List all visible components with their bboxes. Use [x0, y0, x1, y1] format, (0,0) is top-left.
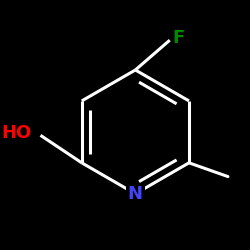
Text: HO: HO: [1, 124, 31, 142]
Text: F: F: [172, 29, 184, 47]
Text: N: N: [128, 185, 143, 203]
